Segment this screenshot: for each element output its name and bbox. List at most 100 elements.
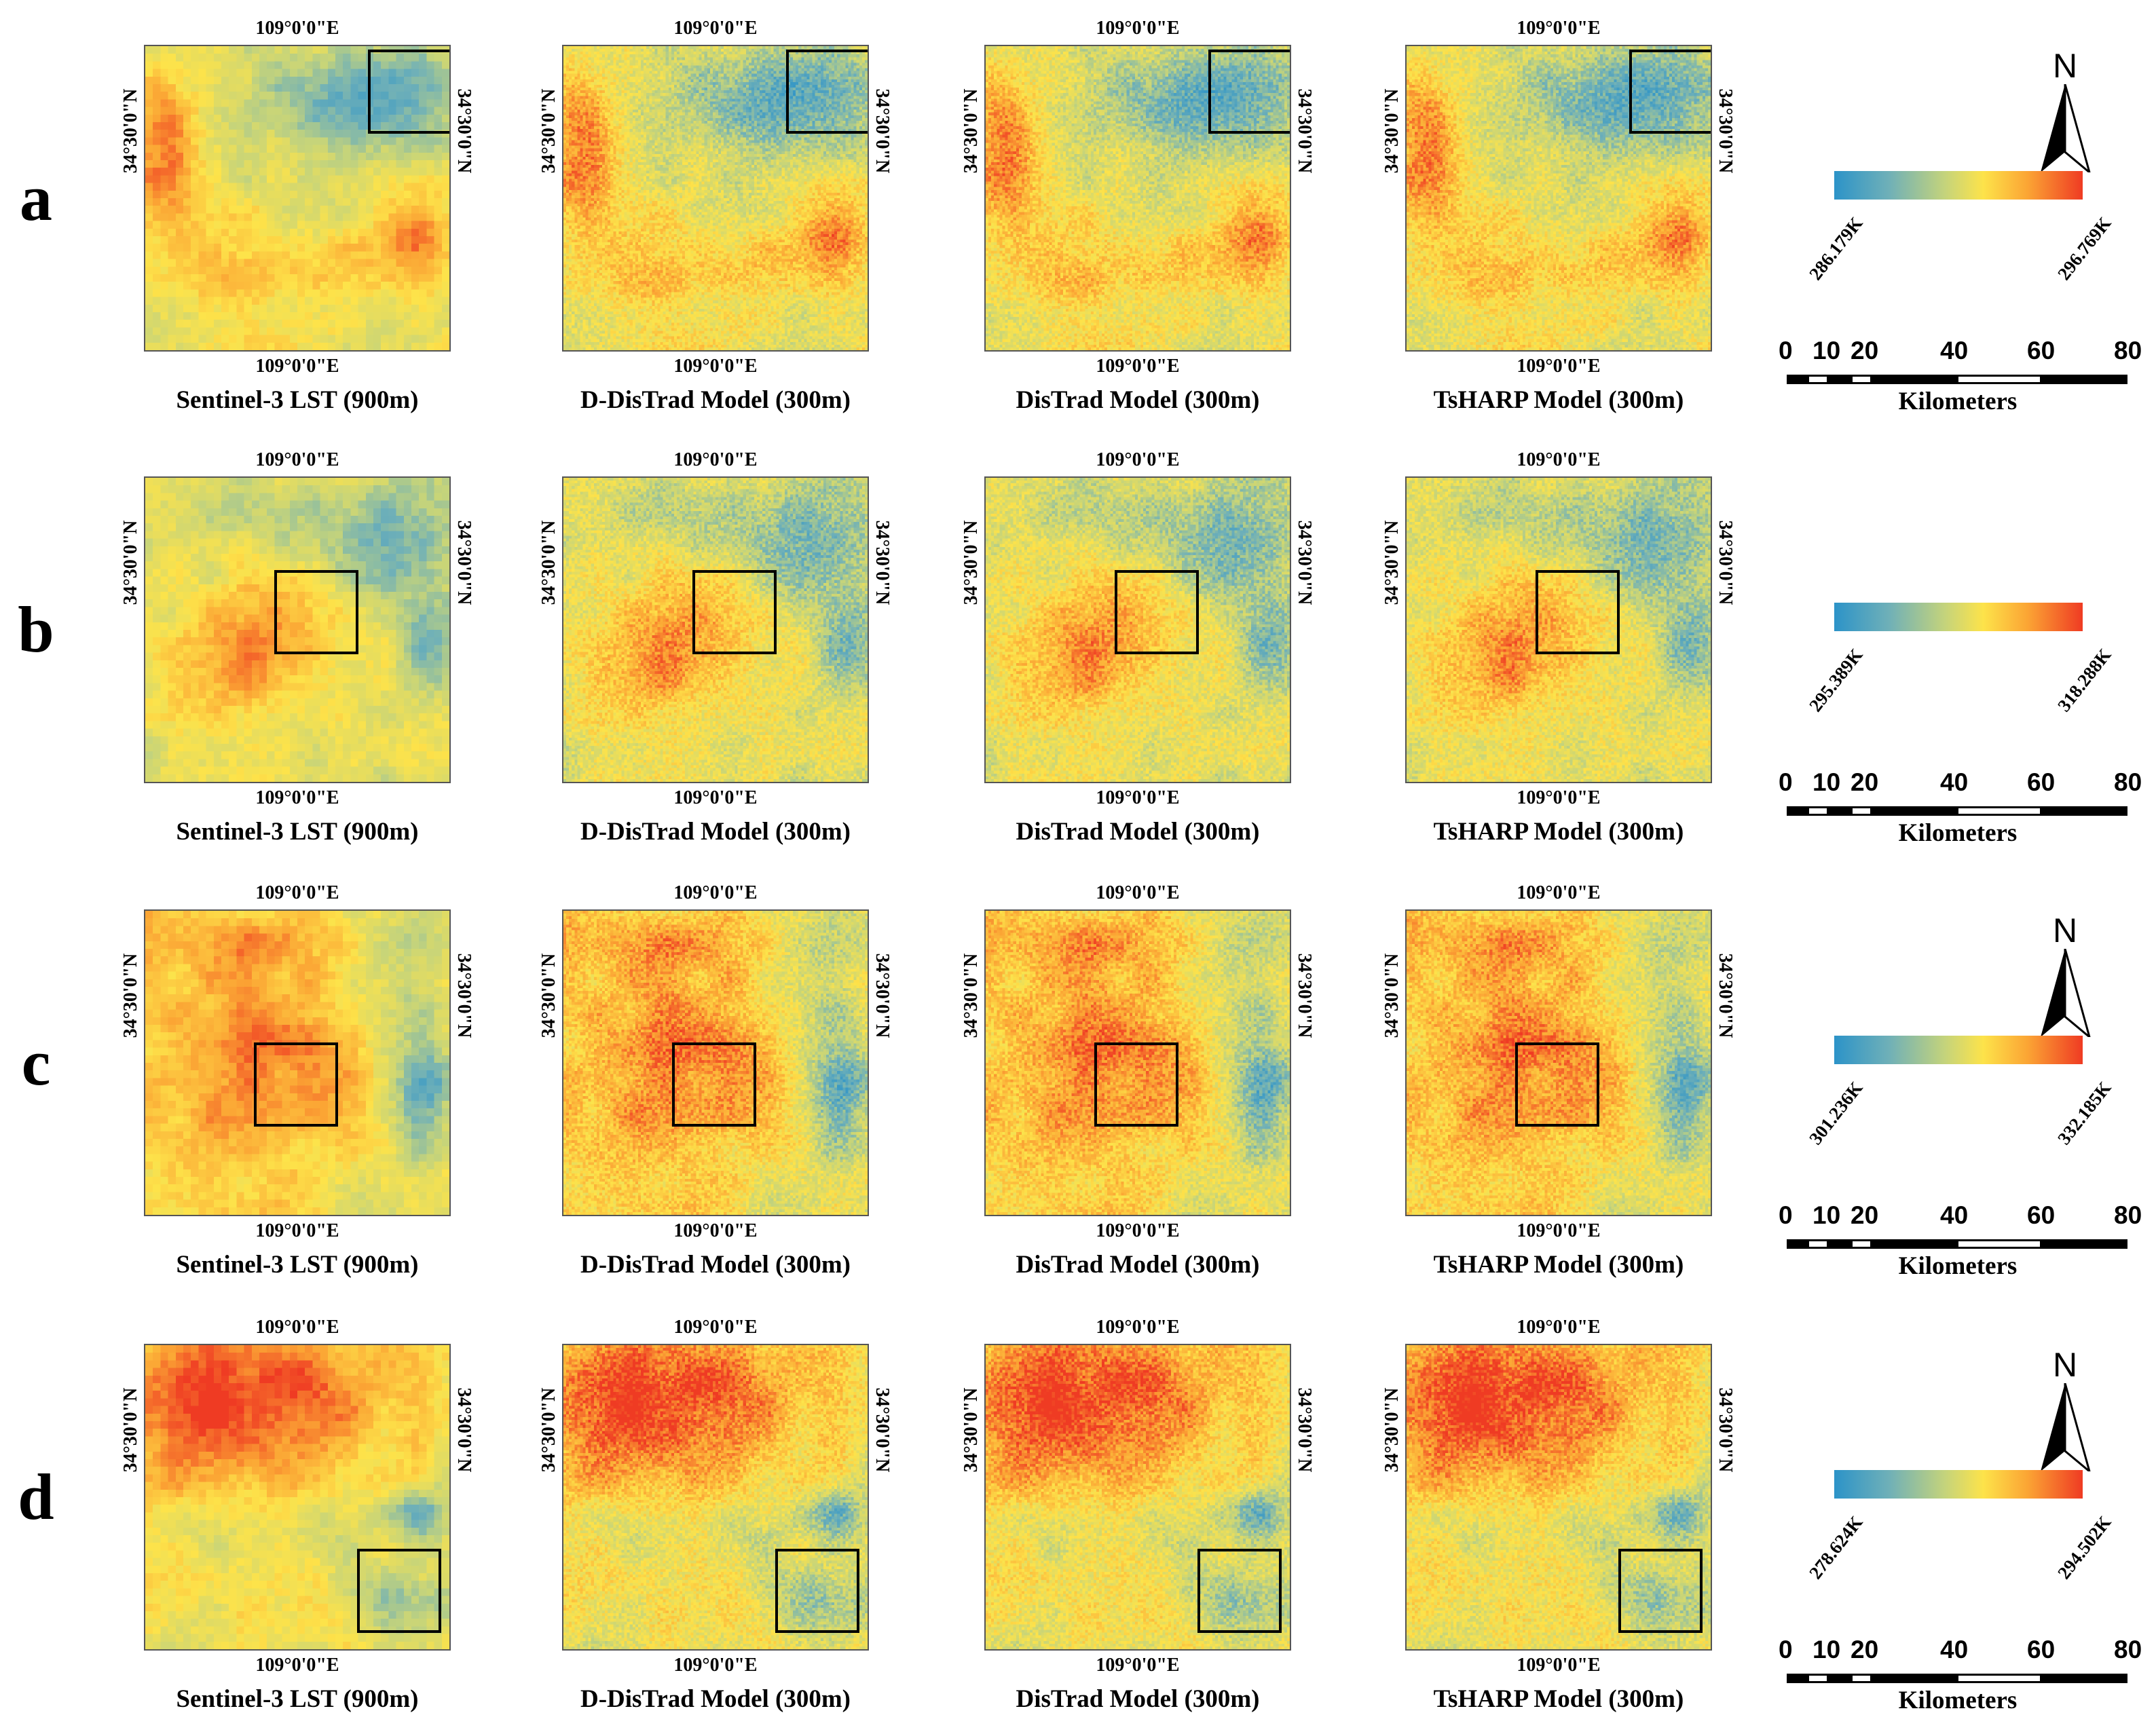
- longitude-label-top: 109°0'0"E: [1096, 882, 1180, 903]
- lst-raster: [986, 1345, 1290, 1649]
- lst-map-a-distrad: [984, 45, 1291, 352]
- region-of-interest-box: [692, 570, 777, 654]
- scale-bar-segment: [2042, 1239, 2127, 1249]
- map-title: D-DisTrad Model (300m): [580, 386, 851, 414]
- colorbar-legend-c: [1834, 1036, 2083, 1064]
- lst-raster: [145, 1345, 449, 1649]
- latitude-label-right: 34°30'0"N: [1294, 1387, 1315, 1473]
- lst-raster: [145, 46, 449, 350]
- region-of-interest-box: [775, 1549, 859, 1633]
- colorbar-legend-a: [1834, 171, 2083, 200]
- scale-tick-label: 20: [1851, 1636, 1879, 1663]
- north-label: N: [2052, 47, 2078, 85]
- latitude-label-left: 34°30'0"N: [538, 1387, 559, 1473]
- scale-bar-segment: [1872, 375, 1956, 384]
- lst-raster: [563, 1345, 868, 1649]
- north-arrow-left-half: [2041, 1383, 2065, 1471]
- lst-map-d-d-distrad: [562, 1344, 869, 1651]
- scale-bar-segment: [1956, 1239, 2042, 1249]
- scale-bar-segment: [1829, 375, 1851, 384]
- latitude-label-right: 34°30'0"N: [872, 1387, 893, 1473]
- region-of-interest-box: [1618, 1549, 1703, 1633]
- latitude-label-left: 34°30'0"N: [120, 520, 141, 605]
- lst-raster: [986, 46, 1290, 350]
- map-title: TsHARP Model (300m): [1433, 386, 1684, 414]
- region-of-interest-box: [1629, 50, 1711, 134]
- region-of-interest-box: [1536, 570, 1620, 654]
- colorbar-max-label: 294.502K: [2053, 1512, 2115, 1583]
- scale-tick-label: 60: [2027, 768, 2056, 796]
- north-arrow-icon: N: [2038, 911, 2092, 1037]
- latitude-label-left: 34°30'0"N: [538, 88, 559, 174]
- scale-tick-label: 10: [1813, 768, 1841, 796]
- region-of-interest-box: [672, 1042, 756, 1127]
- colorbar-min-label: 278.624K: [1805, 1512, 1867, 1583]
- lst-map-b-d-distrad: [562, 476, 869, 783]
- longitude-label-bottom: 109°0'0"E: [1517, 356, 1601, 377]
- scale-bar-segment: [1872, 1239, 1956, 1249]
- scale-units-label: Kilometers: [1898, 819, 2018, 847]
- map-title: D-DisTrad Model (300m): [580, 1251, 851, 1279]
- lst-map-c-tsharp: [1405, 909, 1712, 1216]
- region-of-interest-box: [1115, 570, 1199, 654]
- scale-bar-segment: [1807, 1674, 1829, 1683]
- lst-raster: [986, 911, 1290, 1215]
- row-label-d: d: [18, 1461, 54, 1533]
- scale-bar-segment: [1851, 1239, 1872, 1249]
- scale-tick-label: 80: [2114, 1201, 2142, 1229]
- latitude-label-right: 34°30'0"N: [453, 1387, 475, 1473]
- map-title: Sentinel-3 LST (900m): [176, 1251, 419, 1279]
- row-label-c: c: [21, 1026, 51, 1099]
- lst-raster: [1407, 1345, 1711, 1649]
- latitude-label-right: 34°30'0"N: [1715, 953, 1736, 1038]
- region-of-interest-box: [786, 50, 868, 134]
- longitude-label-top: 109°0'0"E: [1096, 1317, 1180, 1338]
- longitude-label-top: 109°0'0"E: [1517, 449, 1601, 470]
- latitude-label-left: 34°30'0"N: [1381, 953, 1402, 1038]
- scale-tick-label: 80: [2114, 337, 2142, 364]
- scale-tick-label: 40: [1940, 1201, 1969, 1229]
- latitude-label-right: 34°30'0"N: [1715, 1387, 1736, 1473]
- colorbar-legend-d: [1834, 1470, 2083, 1499]
- scale-tick-label: 60: [2027, 337, 2056, 364]
- region-of-interest-box: [357, 1549, 441, 1633]
- colorbar-min-label: 286.179K: [1805, 213, 1867, 284]
- scale-tick-label: 60: [2027, 1201, 2056, 1229]
- map-title: TsHARP Model (300m): [1433, 1685, 1684, 1713]
- region-of-interest-box: [368, 50, 449, 134]
- map-title: Sentinel-3 LST (900m): [176, 1685, 419, 1713]
- north-arrow-right-half: [2064, 949, 2091, 1037]
- latitude-label-right: 34°30'0"N: [1294, 520, 1315, 605]
- colorbar-max-label: 332.185K: [2053, 1078, 2115, 1149]
- colorbar-legend-b: [1834, 603, 2083, 631]
- scale-bar-segment: [1807, 375, 1829, 384]
- scale-bar-segment: [1829, 1674, 1851, 1683]
- lst-map-c-d-distrad: [562, 909, 869, 1216]
- longitude-label-top: 109°0'0"E: [673, 1317, 758, 1338]
- scale-tick-label: 10: [1813, 1636, 1841, 1663]
- row-label-a: a: [20, 162, 52, 234]
- latitude-label-left: 34°30'0"N: [120, 1387, 141, 1473]
- scale-tick-label: 0: [1779, 337, 1793, 364]
- latitude-label-right: 34°30'0"N: [453, 88, 475, 174]
- map-title: TsHARP Model (300m): [1433, 818, 1684, 846]
- latitude-label-left: 34°30'0"N: [538, 520, 559, 605]
- longitude-label-bottom: 109°0'0"E: [1517, 1655, 1601, 1676]
- scale-bar-segment: [1872, 806, 1956, 816]
- lst-raster: [986, 478, 1290, 782]
- map-title: DisTrad Model (300m): [1016, 1685, 1260, 1713]
- north-arrow-right-half: [2064, 84, 2091, 172]
- scale-bar-segment: [1787, 1239, 1807, 1249]
- longitude-label-top: 109°0'0"E: [673, 449, 758, 470]
- map-title: DisTrad Model (300m): [1016, 818, 1260, 846]
- lst-map-d-distrad: [984, 1344, 1291, 1651]
- north-arrow-right-half: [2064, 1383, 2091, 1471]
- scale-tick-label: 20: [1851, 1201, 1879, 1229]
- scale-bar-segment: [1787, 806, 1807, 816]
- map-title: Sentinel-3 LST (900m): [176, 818, 419, 846]
- scale-tick-label: 0: [1779, 1636, 1793, 1663]
- region-of-interest-box: [1515, 1042, 1599, 1127]
- latitude-label-right: 34°30'0"N: [872, 88, 893, 174]
- scale-units-label: Kilometers: [1898, 388, 2018, 415]
- latitude-label-left: 34°30'0"N: [961, 88, 982, 174]
